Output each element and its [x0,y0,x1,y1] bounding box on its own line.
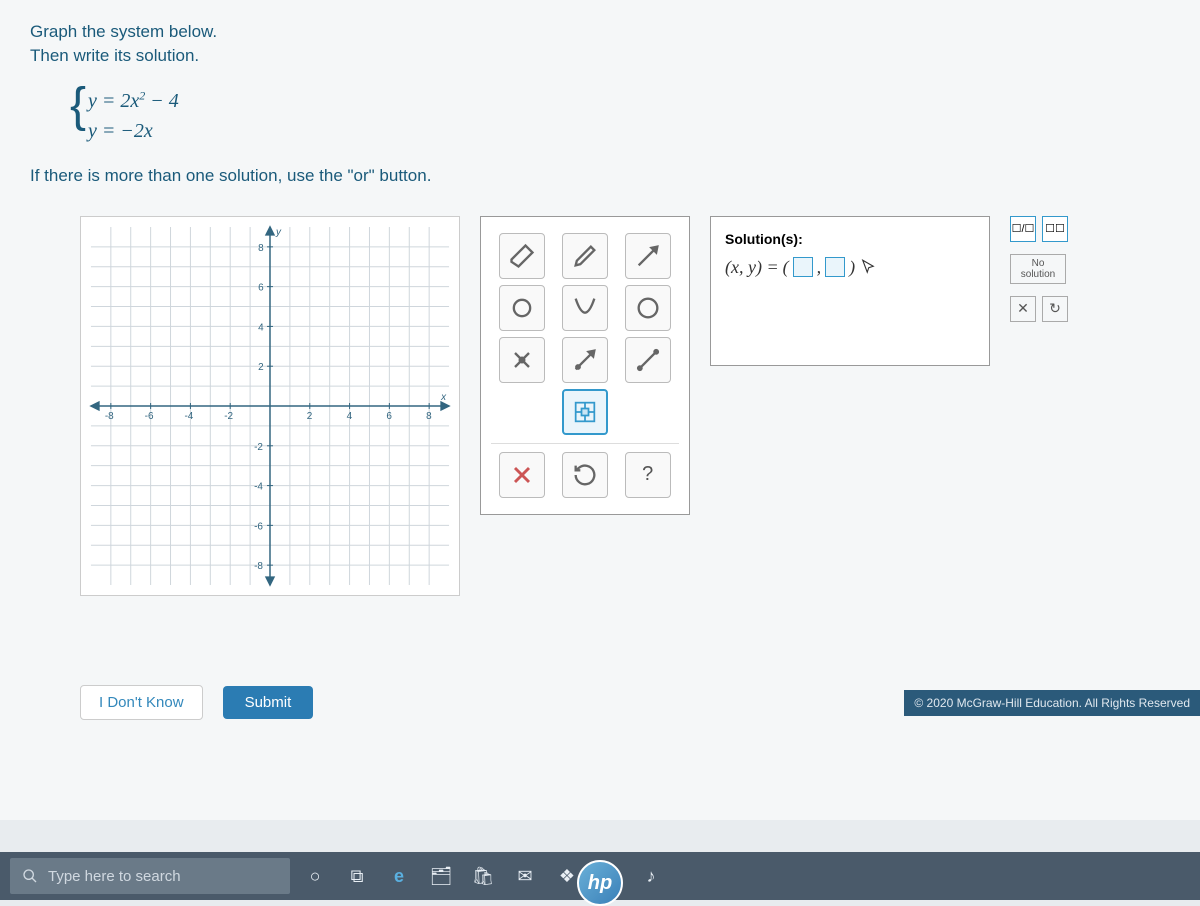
search-icon [22,868,38,884]
no-solution-button[interactable]: No solution [1010,254,1066,284]
svg-text:-8: -8 [105,411,114,422]
equation-1: y = 2x2 − 4 [88,86,1170,116]
fraction-button[interactable]: ☐/☐ [1010,216,1036,242]
tool-x-point[interactable] [499,337,545,383]
svg-text:-4: -4 [184,411,193,422]
solution-x-input[interactable] [793,257,813,277]
instruction-text: Graph the system below. Then write its s… [30,20,1170,68]
explorer-icon[interactable]: 🗂 [424,859,458,893]
svg-text:4: 4 [258,322,264,333]
svg-text:-4: -4 [254,481,263,492]
cortana-icon[interactable]: ○ [298,859,332,893]
tool-segment-both-arrow[interactable] [562,337,608,383]
instruction-line-2: Then write its solution. [30,44,1170,68]
tool-open-point[interactable] [499,285,545,331]
misc-icon[interactable]: ♪ [634,859,668,893]
taskbar-search[interactable]: Type here to search [10,858,290,894]
svg-text:8: 8 [426,411,432,422]
svg-text:-8: -8 [254,561,263,572]
solution-panel: Solution(s): (x, y) = ( , ) [710,216,990,366]
dont-know-button[interactable]: I Don't Know [80,685,203,720]
equation-system: { y = 2x2 − 4 y = −2x [70,86,1170,146]
side-tools: ☐/☐ ☐☐ No solution ✕ ↻ [1010,216,1072,322]
solution-prefix: (x, y) = [725,257,779,278]
clear-answer-button[interactable]: ✕ [1010,296,1036,322]
svg-text:-2: -2 [254,441,263,452]
tool-circle[interactable] [625,285,671,331]
system-brace-icon: { [70,84,86,127]
svg-text:8: 8 [258,242,264,253]
edge-icon[interactable]: e [382,859,416,893]
graph-canvas[interactable]: -8 -6 -4 -2 2 4 6 8 8 6 4 2 -2 -4 -6 -8 y x [80,216,460,596]
or-button[interactable]: ☐☐ [1042,216,1068,242]
mail-icon[interactable]: ✉ [508,859,542,893]
tool-delete[interactable] [499,452,545,498]
tool-reset[interactable] [562,452,608,498]
svg-text:4: 4 [347,411,353,422]
bottom-bar: I Don't Know Submit © 2020 McGraw-Hill E… [30,675,1200,730]
taskview-icon[interactable]: ⧉ [340,859,374,893]
solution-expression[interactable]: (x, y) = ( , ) [725,257,975,278]
svg-text:y: y [275,226,282,237]
svg-text:6: 6 [386,411,392,422]
hp-logo: hp [577,860,623,906]
redo-answer-button[interactable]: ↻ [1042,296,1068,322]
svg-text:6: 6 [258,282,264,293]
solution-label: Solution(s): [725,231,975,247]
search-placeholder: Type here to search [48,868,181,885]
svg-text:2: 2 [258,362,264,373]
svg-text:-2: -2 [224,411,233,422]
svg-text:-6: -6 [254,521,263,532]
cursor-icon [859,258,877,276]
solution-y-input[interactable] [825,257,845,277]
tool-pencil[interactable] [562,233,608,279]
equation-2: y = −2x [88,116,1170,146]
sub-instruction: If there is more than one solution, use … [30,166,1170,186]
tool-help[interactable]: ? [625,452,671,498]
svg-text:2: 2 [307,411,313,422]
svg-text:x: x [440,392,447,403]
tool-parabola[interactable] [562,285,608,331]
svg-text:-6: -6 [145,411,154,422]
copyright-text: © 2020 McGraw-Hill Education. All Rights… [904,690,1200,716]
tool-fill-region[interactable] [562,389,608,435]
tool-line-arrow[interactable] [625,233,671,279]
submit-button[interactable]: Submit [223,686,314,719]
drawing-toolbox: ? [480,216,690,515]
store-icon[interactable]: 🛍 [466,859,500,893]
tool-eraser[interactable] [499,233,545,279]
instruction-line-1: Graph the system below. [30,20,1170,44]
tool-segment-no-arrow[interactable] [625,337,671,383]
